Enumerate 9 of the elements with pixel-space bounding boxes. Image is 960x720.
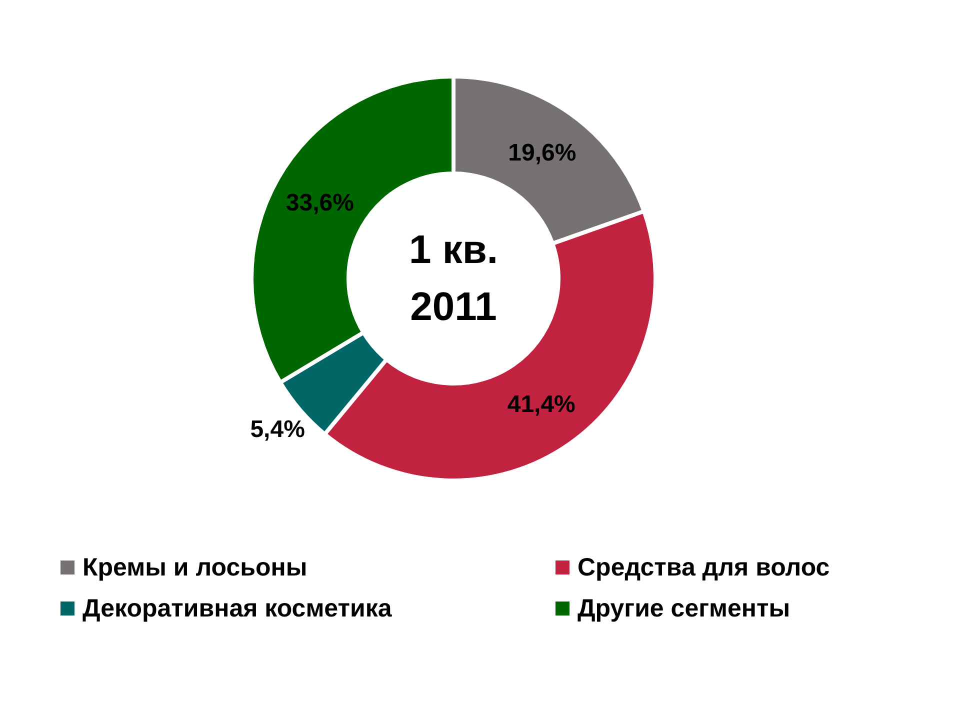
data-label: 33,6% (286, 189, 354, 216)
legend-label: Другие сегменты (578, 594, 790, 622)
data-label: 5,4% (250, 416, 305, 444)
legend-label: Кремы и лосьоны (82, 554, 308, 582)
legend-label: Декоративная косметика (82, 594, 393, 622)
text: 1 кв. 2011 (408, 228, 498, 330)
data-label: 19,6% (508, 140, 576, 167)
data-label: 41,4% (507, 390, 576, 418)
legend-label: Средства для волос (578, 554, 830, 582)
